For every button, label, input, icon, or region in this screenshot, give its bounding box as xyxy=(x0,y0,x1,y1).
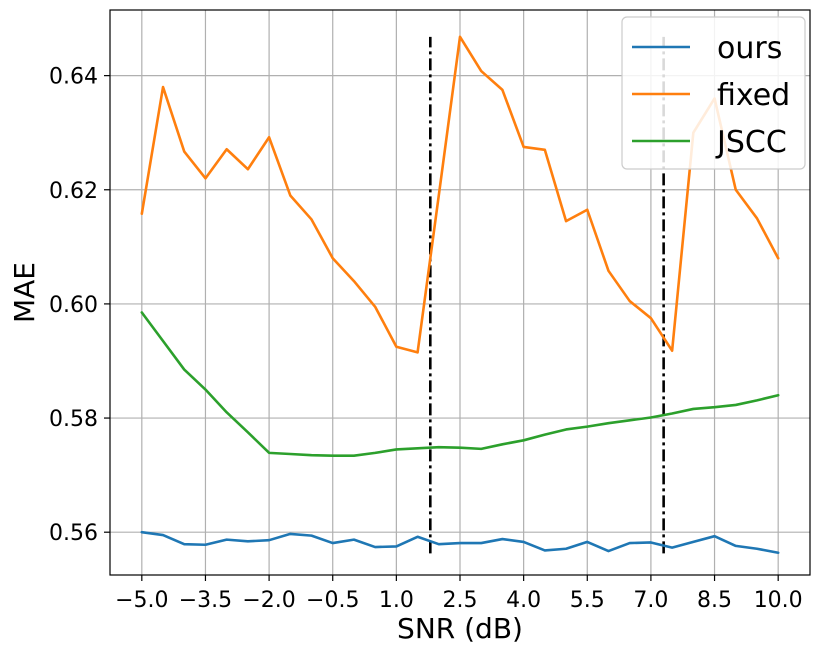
x-axis-label: SNR (dB) xyxy=(397,612,523,645)
x-tick-label: 1.0 xyxy=(379,588,414,613)
x-tick-label: −5.0 xyxy=(115,588,168,613)
y-tick-label: 0.64 xyxy=(49,65,98,90)
y-tick-label: 0.62 xyxy=(49,179,98,204)
x-tick-label: 5.5 xyxy=(570,588,605,613)
series-line-fixed xyxy=(140,35,780,354)
x-tick-label: −3.5 xyxy=(179,588,232,613)
x-tick-label: 10.0 xyxy=(754,588,803,613)
y-tick-label: 0.56 xyxy=(49,521,98,546)
y-tick-label: 0.60 xyxy=(49,293,98,318)
legend-label-fixed: fixed xyxy=(717,78,790,113)
series-lines xyxy=(140,35,780,555)
series-line-jscc xyxy=(140,311,780,458)
y-axis-ticks: 0.56 0.58 0.60 0.62 0.64 xyxy=(49,65,110,546)
x-tick-label: 7.0 xyxy=(633,588,668,613)
legend-label-ours: ours xyxy=(717,31,782,66)
x-tick-label: 8.5 xyxy=(697,588,732,613)
x-axis-ticks: −5.0 −3.5 −2.0 −0.5 1.0 2.5 4.0 5.5 7.0 8.5 10.0 xyxy=(115,575,803,613)
x-tick-label: 2.5 xyxy=(443,588,478,613)
legend-box xyxy=(621,16,806,170)
x-tick-label: −0.5 xyxy=(306,588,359,613)
y-axis-label: MAE xyxy=(8,262,41,323)
legend-label-jscc: JSCC xyxy=(715,125,787,160)
x-tick-label: −2.0 xyxy=(242,588,295,613)
legend: ours fixed JSCC xyxy=(621,16,806,170)
series-line-ours xyxy=(140,530,780,555)
y-tick-label: 0.58 xyxy=(49,407,98,432)
x-tick-label: 4.0 xyxy=(506,588,541,613)
